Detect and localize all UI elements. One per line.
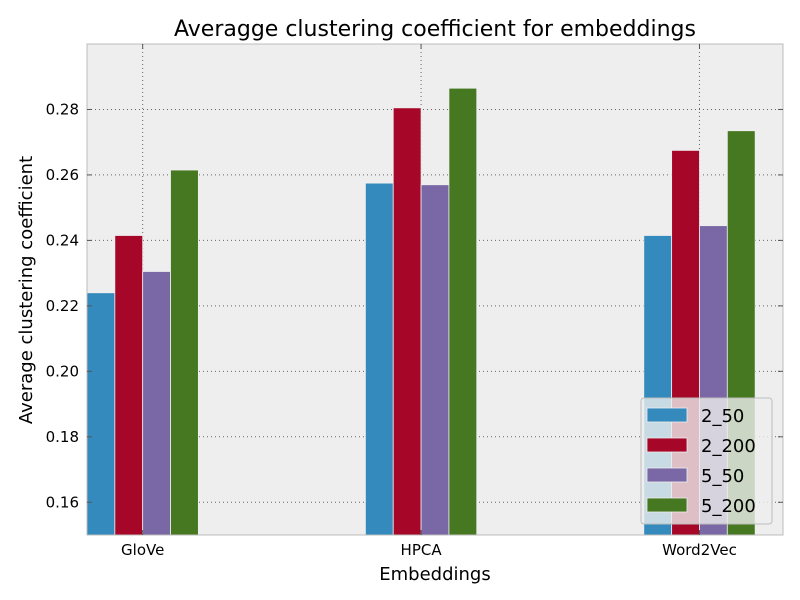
y-tick-label: 0.22: [46, 297, 79, 315]
x-axis-label: Embeddings: [379, 564, 490, 585]
bar-2_200-HPCA: [392, 107, 422, 536]
y-tick-label: 0.20: [46, 362, 79, 380]
chart-title: Averagge clustering coefficient for embe…: [174, 17, 696, 42]
x-tick-label: GloVe: [121, 541, 164, 559]
x-tick-label: Word2Vec: [662, 541, 737, 559]
legend-swatch-5_50: [646, 467, 688, 483]
y-tick-label: 0.26: [46, 166, 79, 184]
legend-label-5_200: 5_200: [701, 496, 756, 517]
legend-label-5_50: 5_50: [701, 466, 744, 487]
bar-2_50-HPCA: [364, 182, 394, 536]
legend: 2_50 2_200 5_50 5_200: [640, 397, 773, 525]
plot-frame: [86, 43, 784, 536]
legend-box: [640, 397, 773, 525]
y-tick-label: 0.28: [46, 100, 79, 118]
y-tick-label: 0.16: [46, 493, 79, 511]
legend-label-2_50: 2_50: [701, 406, 744, 427]
bar-2_50-GloVe: [86, 292, 116, 536]
bar-2_200-GloVe: [114, 235, 144, 536]
legend-swatch-5_200: [646, 497, 688, 513]
legend-swatch-2_200: [646, 437, 688, 453]
legend-label-2_200: 2_200: [701, 436, 756, 457]
y-tick-label: 0.24: [46, 231, 79, 249]
y-tick-label: 0.18: [46, 428, 79, 446]
y-axis-label: Average clustering coefficient: [16, 156, 37, 424]
bar-5_50-HPCA: [420, 184, 450, 536]
bar-5_200-HPCA: [448, 87, 478, 536]
ticks: 0.16 0.18 0.20 0.22 0.24 0.26 0.28 GloVe HPCA Wor…: [46, 44, 783, 559]
bar-5_200-GloVe: [170, 169, 199, 536]
x-tick-label: HPCA: [401, 541, 443, 559]
bar-5_50-GloVe: [142, 271, 171, 536]
legend-swatch-2_50: [646, 407, 688, 423]
